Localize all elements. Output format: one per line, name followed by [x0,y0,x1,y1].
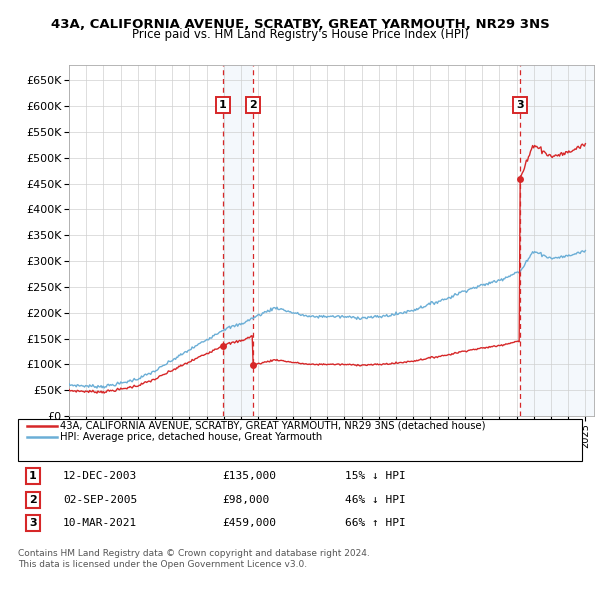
Text: 02-SEP-2005: 02-SEP-2005 [63,495,137,504]
Text: £98,000: £98,000 [222,495,269,504]
Text: 1: 1 [29,471,37,481]
Text: 66% ↑ HPI: 66% ↑ HPI [345,519,406,528]
Text: 10-MAR-2021: 10-MAR-2021 [63,519,137,528]
Text: 15% ↓ HPI: 15% ↓ HPI [345,471,406,481]
Text: 3: 3 [516,100,524,110]
Text: 1: 1 [219,100,227,110]
Text: 2: 2 [29,495,37,504]
Text: Price paid vs. HM Land Registry's House Price Index (HPI): Price paid vs. HM Land Registry's House … [131,28,469,41]
Bar [223,65,253,416]
Text: This data is licensed under the Open Government Licence v3.0.: This data is licensed under the Open Gov… [18,560,307,569]
Text: 3: 3 [29,519,37,528]
Text: 43A, CALIFORNIA AVENUE, SCRATBY, GREAT YARMOUTH, NR29 3NS (detached house): 43A, CALIFORNIA AVENUE, SCRATBY, GREAT Y… [60,421,485,431]
Text: 2: 2 [249,100,257,110]
Bar [520,65,594,416]
Text: 12-DEC-2003: 12-DEC-2003 [63,471,137,481]
Text: 46% ↓ HPI: 46% ↓ HPI [345,495,406,504]
Text: 43A, CALIFORNIA AVENUE, SCRATBY, GREAT YARMOUTH, NR29 3NS: 43A, CALIFORNIA AVENUE, SCRATBY, GREAT Y… [50,18,550,31]
Text: £459,000: £459,000 [222,519,276,528]
Text: HPI: Average price, detached house, Great Yarmouth: HPI: Average price, detached house, Grea… [60,432,322,441]
Text: Contains HM Land Registry data © Crown copyright and database right 2024.: Contains HM Land Registry data © Crown c… [18,549,370,558]
Text: £135,000: £135,000 [222,471,276,481]
